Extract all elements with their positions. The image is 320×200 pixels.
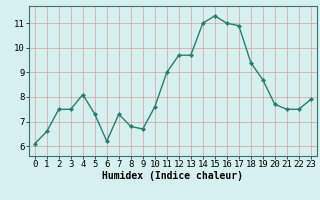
X-axis label: Humidex (Indice chaleur): Humidex (Indice chaleur) [102,171,243,181]
